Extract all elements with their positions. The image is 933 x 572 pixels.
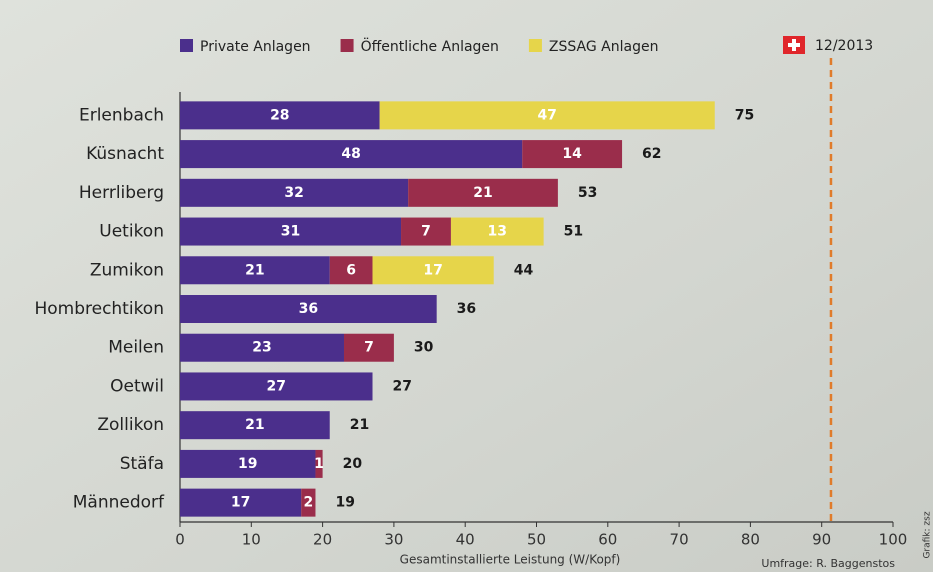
- y-tick-label: Meilen: [108, 338, 164, 358]
- x-tick-label: 20: [313, 531, 332, 549]
- segment-label: 28: [270, 107, 289, 123]
- legend-label: Öffentliche Anlagen: [361, 37, 499, 55]
- total-label: 30: [414, 340, 434, 356]
- x-axis-label: Gesamtinstallierte Leistung (W/Kopf): [400, 553, 621, 567]
- total-label: 36: [457, 301, 476, 317]
- x-tick-label: 90: [812, 531, 831, 549]
- legend-label: ZSSAG Anlagen: [549, 39, 659, 55]
- y-tick-label: Zollikon: [97, 415, 164, 435]
- x-tick-label: 50: [527, 531, 546, 549]
- x-tick-label: 60: [598, 531, 617, 549]
- segment-label: 7: [364, 340, 374, 356]
- segment-label: 14: [562, 146, 582, 162]
- swiss-flag: [783, 36, 805, 54]
- segment-label: 32: [284, 185, 303, 201]
- x-tick-label: 10: [242, 531, 261, 549]
- segment-label: 31: [281, 224, 300, 240]
- total-label: 21: [350, 417, 369, 433]
- segment-label: 21: [473, 185, 492, 201]
- segment-label: 1: [314, 456, 324, 472]
- segment-label: 19: [238, 456, 257, 472]
- segment-label: 48: [341, 146, 360, 162]
- segment-label: 27: [267, 378, 286, 394]
- x-tick-label: 80: [741, 531, 760, 549]
- y-tick-label: Stäfa: [120, 454, 164, 474]
- segment-label: 6: [346, 262, 356, 278]
- legend-swatch: [341, 39, 354, 52]
- y-tick-label: Zumikon: [90, 260, 164, 280]
- total-label: 44: [514, 262, 534, 278]
- chart: 12/2013 Gesamtinstallierte Leistung (W/K…: [0, 0, 933, 572]
- legend-label: Private Anlagen: [200, 39, 311, 55]
- segment-label: 17: [423, 262, 442, 278]
- y-tick-label: Hombrechtikon: [34, 299, 164, 319]
- segment-label: 13: [488, 224, 507, 240]
- y-tick-label: Männedorf: [73, 493, 165, 513]
- y-tick-label: Erlenbach: [79, 105, 164, 125]
- x-tick-label: 0: [175, 531, 185, 549]
- segment-label: 47: [537, 107, 556, 123]
- x-tick-label: 100: [879, 531, 908, 549]
- segment-label: 7: [421, 224, 431, 240]
- segment-label: 17: [231, 495, 250, 511]
- total-label: 20: [343, 456, 363, 472]
- segment-label: 2: [303, 495, 313, 511]
- background: [0, 0, 933, 572]
- x-tick-label: 40: [456, 531, 475, 549]
- segment-label: 21: [245, 262, 264, 278]
- total-label: 51: [564, 224, 583, 240]
- total-label: 62: [642, 146, 661, 162]
- legend-swatch: [529, 39, 542, 52]
- segment-label: 21: [245, 417, 264, 433]
- segment-label: 36: [299, 301, 318, 317]
- total-label: 75: [735, 107, 754, 123]
- x-tick-label: 30: [384, 531, 403, 549]
- segment-label: 23: [252, 340, 271, 356]
- total-label: 19: [335, 495, 354, 511]
- legend-swatch: [180, 39, 193, 52]
- credit: Grafik: zsz: [923, 511, 933, 558]
- y-tick-label: Oetwil: [110, 376, 164, 396]
- y-tick-label: Herrliberg: [79, 183, 164, 203]
- total-label: 53: [578, 185, 597, 201]
- x-tick-label: 70: [670, 531, 689, 549]
- y-tick-label: Küsnacht: [86, 144, 164, 164]
- source: Umfrage: R. Baggenstos: [761, 557, 895, 570]
- total-label: 27: [393, 378, 412, 394]
- y-tick-label: Uetikon: [99, 222, 164, 242]
- reference-label: 12/2013: [815, 38, 873, 54]
